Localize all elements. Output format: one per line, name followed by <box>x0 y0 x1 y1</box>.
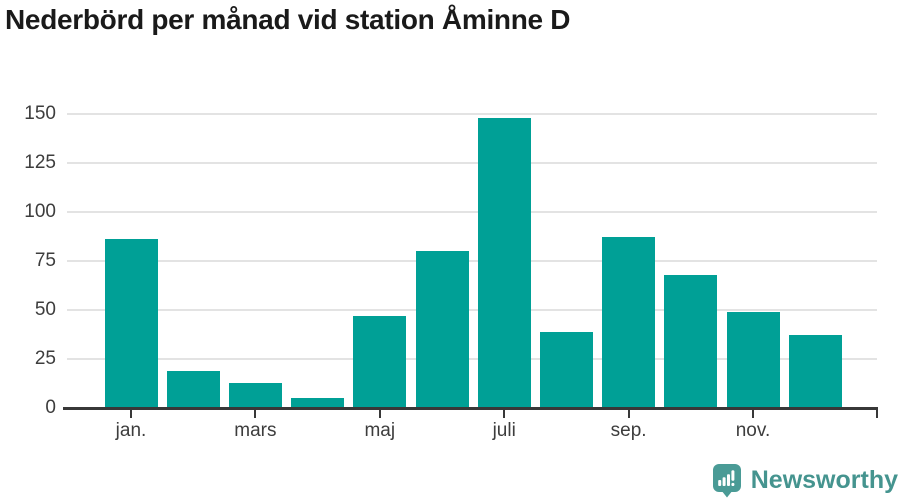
gridline-y-50 <box>67 309 877 311</box>
bar-juni <box>415 251 469 408</box>
x-axis-tick-label: sep. <box>610 420 647 441</box>
y-axis-tick-label: 75 <box>34 250 56 271</box>
bar-jan. <box>104 239 158 408</box>
gridline-y-75 <box>67 260 877 262</box>
x-axis-tick <box>752 410 754 418</box>
bar-maj <box>353 315 407 408</box>
gridline-y-125 <box>67 162 877 164</box>
x-axis-tick <box>254 410 257 418</box>
gridline-y-25 <box>67 358 877 360</box>
x-axis-line <box>63 407 878 410</box>
chart-title: Nederbörd per månad vid station Åminne D <box>5 4 571 35</box>
x-axis-tick-label: maj <box>364 420 396 441</box>
y-axis-tick-label: 150 <box>24 103 56 124</box>
bar-nov. <box>726 311 780 408</box>
x-axis-tick-label: jan. <box>115 420 147 441</box>
bar-aug. <box>539 331 593 408</box>
bar-juli <box>477 117 531 408</box>
x-axis-tick-label: juli <box>492 420 516 441</box>
bar-sep. <box>602 237 656 408</box>
newsworthy-logo-icon <box>712 463 741 497</box>
x-axis-tick-label: nov. <box>735 420 771 441</box>
y-axis-tick-label: 125 <box>24 152 56 173</box>
bar-dec. <box>788 335 842 408</box>
bar-apr. <box>291 398 345 408</box>
x-axis-end-tick <box>876 410 878 418</box>
y-axis-tick-label: 0 <box>45 397 56 418</box>
x-axis-tick-label: mars <box>234 420 277 441</box>
x-axis-tick <box>503 410 506 418</box>
bar-mars <box>228 382 282 408</box>
y-axis-tick-label: 25 <box>34 348 56 369</box>
newsworthy-branding[interactable]: Newsworthy <box>712 462 898 498</box>
bar-feb. <box>166 370 220 408</box>
y-axis-tick-label: 50 <box>34 299 56 320</box>
x-axis-tick <box>378 410 381 418</box>
newsworthy-brand-text: Newsworthy <box>750 466 898 494</box>
x-axis-tick <box>627 410 630 418</box>
x-axis-tick <box>130 410 132 418</box>
gridline-y-100 <box>67 211 877 213</box>
bar-okt. <box>664 274 718 408</box>
gridline-y-150 <box>67 113 877 115</box>
y-axis-tick-label: 100 <box>24 201 56 222</box>
